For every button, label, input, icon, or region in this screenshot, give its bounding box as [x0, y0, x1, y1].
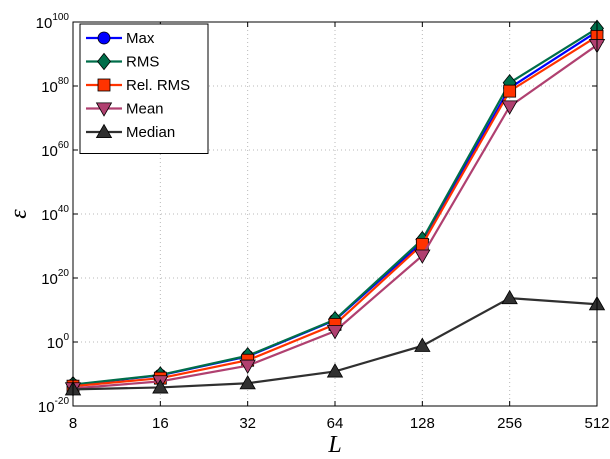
x-tick-label: 256: [497, 415, 522, 432]
legend-label: Mean: [126, 101, 164, 118]
tick-layer: 8 16 32 64 128 256 512 10-20 100 1020 1040 1060 1080…: [36, 12, 610, 432]
data-point: [501, 289, 518, 305]
x-axis-label: L: [327, 432, 341, 458]
data-point: [414, 249, 431, 264]
y-tick-label: 1020: [41, 268, 69, 288]
legend-entry: Rel. RMS: [86, 77, 190, 94]
series-layer: [64, 19, 606, 397]
y-tick-label: 1040: [41, 204, 69, 224]
y-tick-label: 1080: [41, 76, 69, 96]
y-tick-label: 10-20: [38, 396, 70, 416]
y-tick-label: 10100: [36, 12, 70, 32]
y-tick-label: 1060: [41, 140, 69, 160]
data-point: [239, 359, 256, 374]
legend-label: RMS: [126, 54, 159, 71]
legend-entry: Max: [86, 30, 155, 47]
data-point: [152, 379, 169, 394]
legend-marker: [97, 31, 111, 45]
x-tick-label: 512: [584, 415, 609, 432]
legend-marker: [97, 52, 111, 71]
y-tick-label: 100: [47, 332, 70, 352]
data-point: [501, 100, 518, 115]
legend: Max RMS Rel. RMS Mean Median: [79, 23, 209, 154]
x-tick-label: 128: [410, 415, 435, 432]
legend-marker: [95, 123, 113, 139]
data-point: [414, 337, 431, 352]
legend-marker: [95, 102, 113, 117]
legend-entry: RMS: [86, 52, 159, 71]
data-point: [239, 374, 256, 390]
legend-label: Median: [126, 124, 175, 141]
x-tick-label: 8: [69, 415, 77, 432]
data-point: [326, 325, 344, 340]
y-axis-label: ε: [6, 209, 32, 219]
legend-entry: Median: [86, 123, 175, 141]
data-point: [503, 84, 517, 98]
x-tick-label: 64: [327, 415, 344, 432]
legend-entry: Mean: [86, 101, 164, 118]
x-tick-label: 32: [239, 415, 256, 432]
legend-marker: [97, 78, 111, 92]
data-point: [326, 363, 344, 378]
legend-label: Rel. RMS: [126, 77, 190, 94]
legend-label: Max: [126, 30, 155, 47]
x-tick-label: 16: [152, 415, 169, 432]
